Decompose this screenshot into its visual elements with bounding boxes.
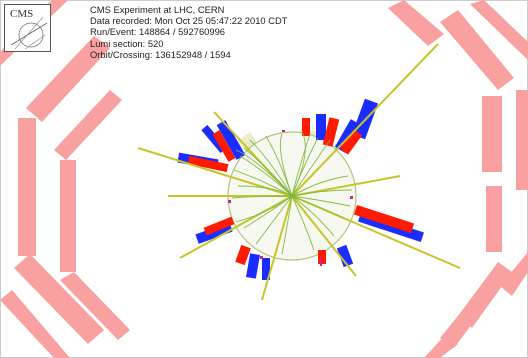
muon-chamber bbox=[486, 186, 502, 252]
track bbox=[235, 149, 293, 197]
tracker-hit bbox=[320, 258, 322, 266]
track bbox=[255, 195, 293, 245]
track bbox=[291, 133, 311, 197]
hcal-tower bbox=[316, 114, 326, 140]
muon-chamber bbox=[482, 96, 502, 172]
muon-chamber bbox=[388, 0, 444, 46]
track bbox=[231, 195, 293, 199]
muon-chamber bbox=[54, 90, 122, 160]
track bbox=[235, 195, 293, 223]
track bbox=[281, 195, 293, 255]
muon-chamber bbox=[60, 272, 130, 340]
track bbox=[291, 189, 353, 197]
lumi-section-label: Lumi section: 520 bbox=[90, 37, 164, 49]
hcal-tower bbox=[245, 253, 261, 279]
jet-axis bbox=[291, 195, 357, 277]
ecal-tower bbox=[318, 250, 326, 264]
tracker-hit bbox=[260, 256, 263, 259]
orbit-crossing-label: Orbit/Crossing: 136152948 / 1594 bbox=[90, 48, 231, 60]
muon-chamber bbox=[470, 0, 528, 60]
muon-chamber bbox=[516, 90, 528, 190]
track bbox=[291, 195, 315, 251]
muon-chamber bbox=[440, 10, 514, 90]
track bbox=[291, 195, 345, 219]
track bbox=[237, 185, 293, 197]
ecal-deposits bbox=[187, 117, 415, 266]
track bbox=[291, 139, 331, 197]
ecal-tower bbox=[212, 130, 236, 162]
track bbox=[279, 133, 293, 197]
cms-logo-icon bbox=[10, 16, 48, 50]
muon-chamber bbox=[424, 334, 458, 358]
ecal-tower bbox=[339, 129, 363, 155]
ecal-tower bbox=[322, 117, 340, 147]
track bbox=[291, 195, 351, 207]
tracker-hit bbox=[228, 200, 231, 203]
tracker-hit bbox=[350, 196, 353, 199]
muon-chamber bbox=[18, 118, 36, 256]
ecal-tower bbox=[203, 216, 235, 236]
event-info-panel: CMS Experiment at LHC, CERN Data recorde… bbox=[90, 4, 288, 60]
ecal-tower bbox=[302, 118, 310, 136]
jet-axis bbox=[291, 195, 461, 269]
tracker-hit bbox=[282, 130, 285, 132]
tracks bbox=[231, 131, 353, 255]
ecal-tower bbox=[187, 155, 229, 173]
muon-chamber bbox=[500, 252, 528, 296]
muon-chamber bbox=[26, 36, 110, 122]
cms-logo: CMS bbox=[4, 4, 51, 52]
jet-axis bbox=[261, 195, 293, 301]
hcal-tower bbox=[262, 258, 270, 280]
tracker-hits bbox=[228, 130, 353, 266]
cms-logo-text: CMS bbox=[10, 8, 34, 20]
run-event-label: Run/Event: 148864 / 592760996 bbox=[90, 26, 226, 38]
muon-chamber bbox=[60, 160, 76, 272]
hcal-tower bbox=[336, 244, 354, 268]
track bbox=[291, 175, 349, 197]
jet-axis bbox=[291, 43, 439, 197]
muon-chamber bbox=[0, 290, 70, 358]
ecal-tower bbox=[353, 204, 415, 234]
experiment-label: CMS Experiment at LHC, CERN bbox=[90, 4, 225, 15]
track bbox=[239, 155, 293, 197]
track bbox=[291, 131, 306, 197]
data-recorded-label: Data recorded: Mon Oct 25 05:47:22 2010 … bbox=[90, 15, 288, 27]
ecal-tower bbox=[235, 244, 251, 266]
track bbox=[249, 139, 293, 197]
hcal-tower bbox=[216, 120, 246, 160]
jet-axis bbox=[179, 195, 293, 259]
muon-chamber bbox=[14, 254, 104, 344]
track bbox=[291, 195, 335, 237]
